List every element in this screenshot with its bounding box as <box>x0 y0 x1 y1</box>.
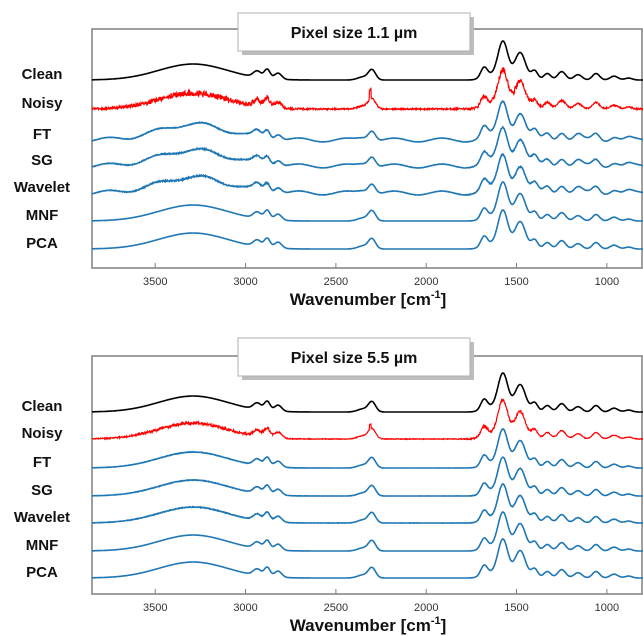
title-box <box>237 337 471 377</box>
x-tick-label: 1500 <box>504 602 528 614</box>
x-tick-label: 2500 <box>324 602 348 614</box>
x-tick-label: 3000 <box>233 276 257 288</box>
x-tick-label: 1500 <box>504 276 528 288</box>
series-label-wavelet: Wavelet <box>14 509 70 526</box>
series-label-ft: FT <box>33 126 51 143</box>
series-label-sg: SG <box>31 152 53 169</box>
x-axis-label: Wavenumber [cm-1] <box>290 289 447 309</box>
series-line-mnf <box>92 511 643 552</box>
series-line-wavelet <box>92 483 643 525</box>
series-line-noisy <box>92 66 643 112</box>
x-tick-label: 2500 <box>324 276 348 288</box>
series-label-mnf: MNF <box>26 207 59 224</box>
x-tick-label: 3000 <box>233 602 257 614</box>
title-box <box>237 12 471 52</box>
x-tick-label: 3500 <box>143 602 167 614</box>
series-line-sg <box>92 125 643 169</box>
series-line-ft <box>92 428 643 469</box>
chart-title: Pixel size 1.1 µm <box>291 25 418 42</box>
x-tick-label: 2000 <box>414 602 438 614</box>
series-label-noisy: Noisy <box>22 95 64 112</box>
series-line-noisy <box>92 397 643 441</box>
x-tick-label: 1000 <box>595 276 619 288</box>
x-axis-label: Wavenumber [cm-1] <box>290 615 447 635</box>
series-label-sg: SG <box>31 482 53 499</box>
series-line-clean <box>92 40 643 81</box>
chart-panel-2: Clean Noisy FT SG Wavelet MNF PCA 3500 3000 2500 2… <box>14 337 643 635</box>
series-line-sg <box>92 456 643 497</box>
series-label-clean: Clean <box>22 66 63 83</box>
x-tick-label: 1000 <box>595 602 619 614</box>
plot-frame <box>91 355 643 595</box>
x-tick-label: 3500 <box>143 276 167 288</box>
series-line-clean <box>92 372 643 413</box>
series-line-pca <box>92 209 643 250</box>
series-label-pca: PCA <box>26 235 58 252</box>
chart-title: Pixel size 5.5 µm <box>291 350 418 367</box>
series-label-pca: PCA <box>26 564 58 581</box>
series-label-wavelet: Wavelet <box>14 179 70 196</box>
chart-panel-1: Clean Noisy FT SG Wavelet MNF PCA 3500 3000 2500 2… <box>14 12 643 309</box>
series-line-ft <box>92 100 643 143</box>
series-label-clean: Clean <box>22 398 63 415</box>
series-label-ft: FT <box>33 454 51 471</box>
series-line-mnf <box>92 181 643 222</box>
series-label-mnf: MNF <box>26 537 59 554</box>
plot-frame <box>91 28 643 269</box>
series-line-pca <box>92 538 643 579</box>
series-line-wavelet <box>92 152 643 197</box>
series-label-noisy: Noisy <box>22 425 64 442</box>
x-tick-label: 2000 <box>414 276 438 288</box>
